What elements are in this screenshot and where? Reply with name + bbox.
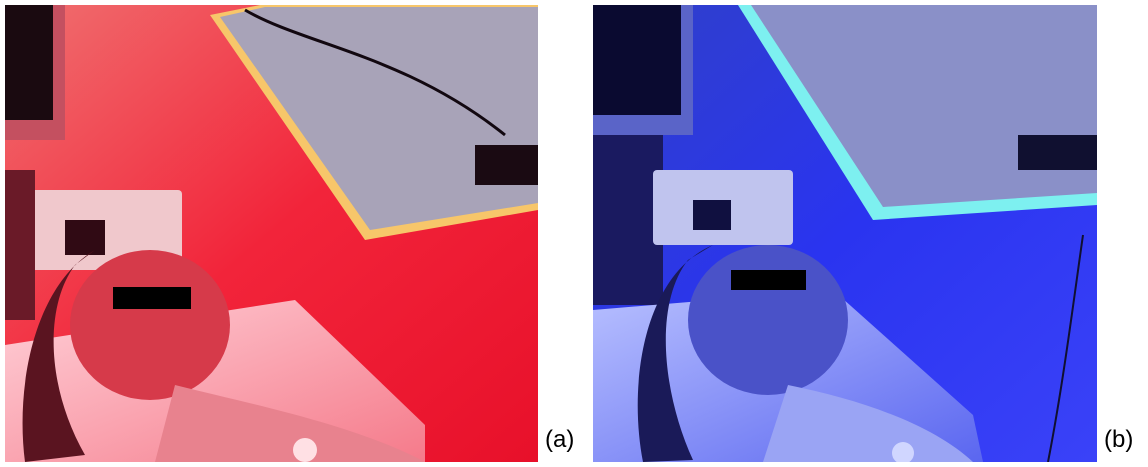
- photo-blue-light: [593, 5, 1097, 462]
- panel-label: (b): [1104, 426, 1134, 453]
- panel-label: (a): [545, 426, 575, 453]
- photo-red-light: [5, 5, 538, 462]
